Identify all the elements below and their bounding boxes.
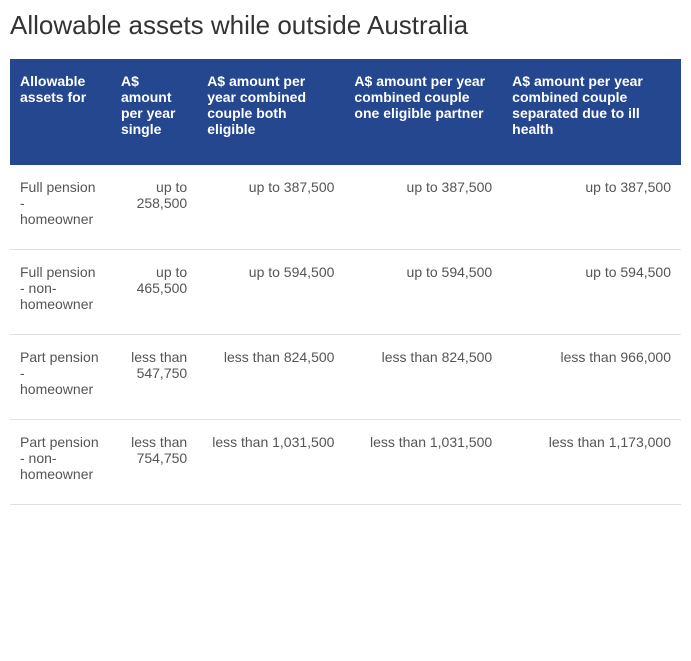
table-row: Part pension - homeowner less than 547,7…	[10, 335, 681, 420]
cell-value: less than 966,000	[502, 335, 681, 420]
cell-value: less than 754,750	[111, 420, 197, 505]
cell-value: up to 387,500	[344, 165, 502, 250]
cell-value: less than 824,500	[197, 335, 344, 420]
col-header: A$ amount per year combined couple both …	[197, 59, 344, 165]
row-label: Full pension - non-homeowner	[10, 250, 111, 335]
col-header: Allowable assets for	[10, 59, 111, 165]
row-label: Full pension - homeowner	[10, 165, 111, 250]
cell-value: up to 594,500	[344, 250, 502, 335]
col-header: A$ amount per year single	[111, 59, 197, 165]
cell-value: up to 594,500	[197, 250, 344, 335]
cell-value: up to 258,500	[111, 165, 197, 250]
col-header: A$ amount per year combined couple separ…	[502, 59, 681, 165]
table-header-row: Allowable assets for A$ amount per year …	[10, 59, 681, 165]
table-row: Full pension - non-homeowner up to 465,5…	[10, 250, 681, 335]
cell-value: up to 387,500	[502, 165, 681, 250]
assets-table: Allowable assets for A$ amount per year …	[10, 59, 681, 505]
cell-value: less than 1,031,500	[197, 420, 344, 505]
cell-value: less than 547,750	[111, 335, 197, 420]
cell-value: up to 387,500	[197, 165, 344, 250]
page-title: Allowable assets while outside Australia	[10, 10, 681, 41]
cell-value: up to 594,500	[502, 250, 681, 335]
row-label: Part pension - non-homeowner	[10, 420, 111, 505]
row-label: Part pension - homeowner	[10, 335, 111, 420]
cell-value: less than 1,173,000	[502, 420, 681, 505]
cell-value: less than 1,031,500	[344, 420, 502, 505]
table-row: Part pension - non-homeowner less than 7…	[10, 420, 681, 505]
table-row: Full pension - homeowner up to 258,500 u…	[10, 165, 681, 250]
cell-value: up to 465,500	[111, 250, 197, 335]
cell-value: less than 824,500	[344, 335, 502, 420]
col-header: A$ amount per year combined couple one e…	[344, 59, 502, 165]
